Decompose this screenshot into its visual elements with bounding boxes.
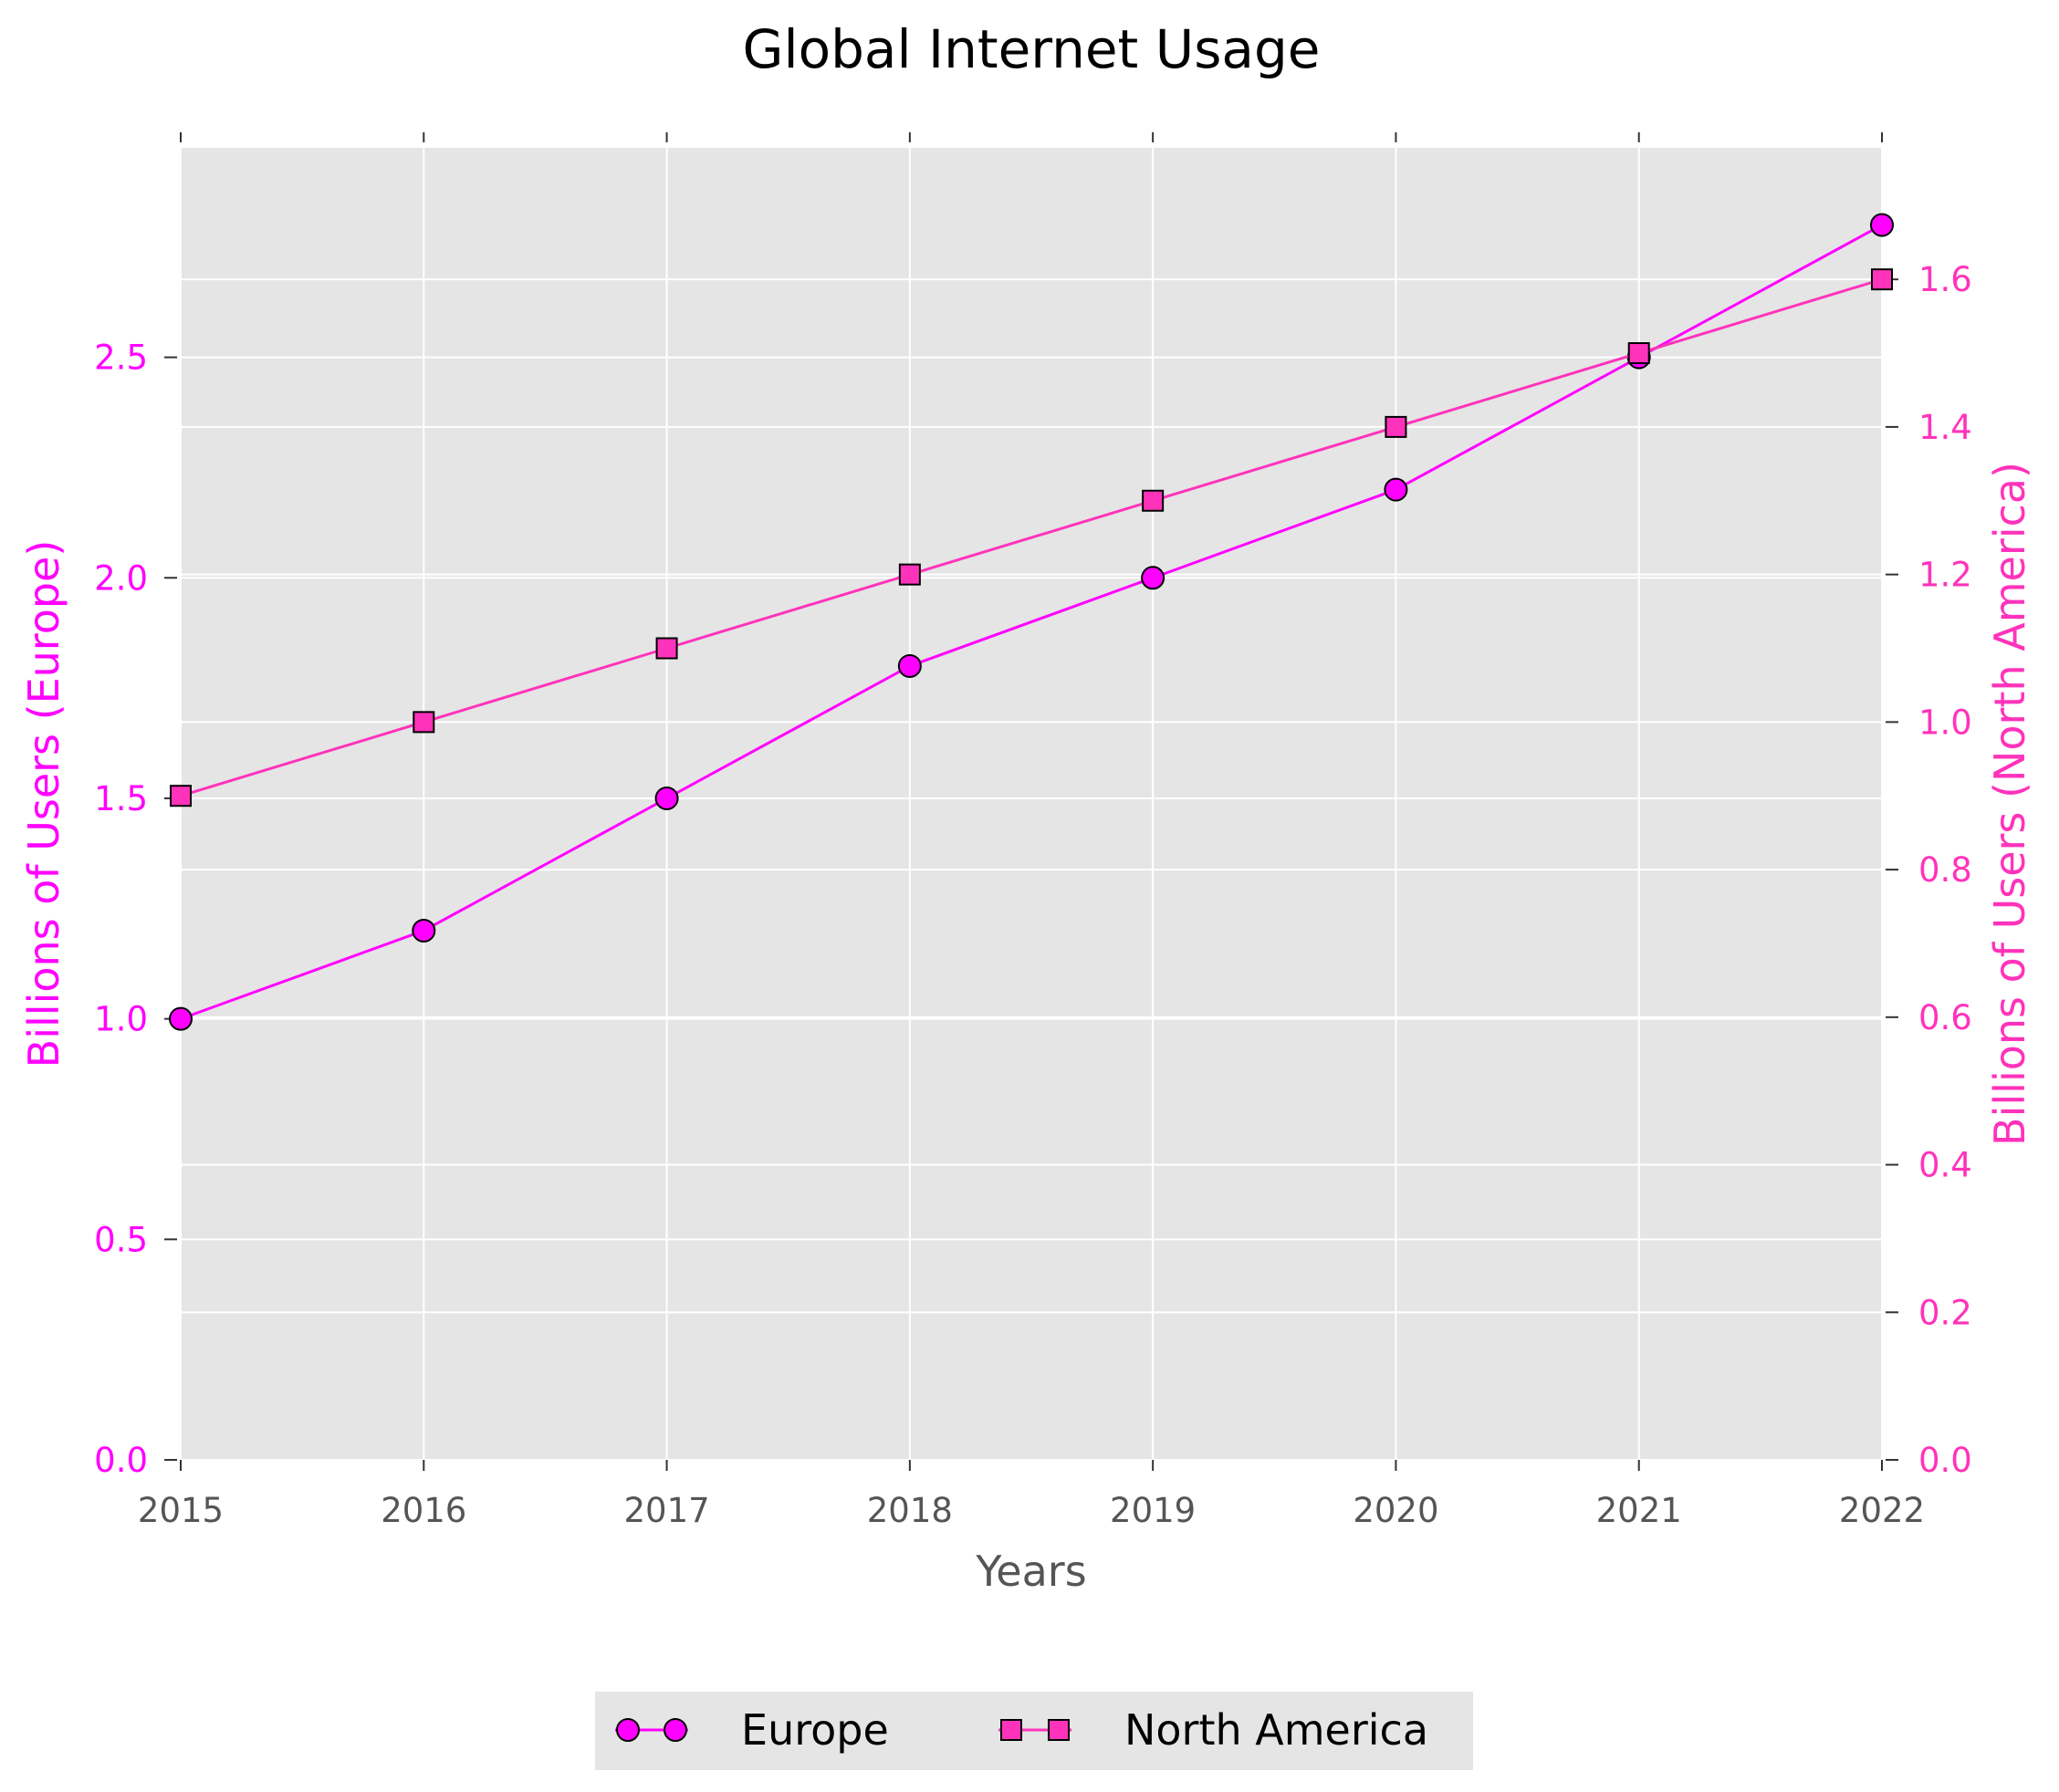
x-tick-label: 2017 <box>623 1491 709 1530</box>
x-tick-label: 2018 <box>867 1491 953 1530</box>
x-tick-label: 2022 <box>1839 1491 1925 1530</box>
x-axis-label: Years <box>975 1547 1086 1596</box>
series-line-europe <box>180 224 1883 1021</box>
y-left-tick-label: 1.5 <box>94 779 148 818</box>
tick-label-layer: 2015 2016 2017 2018 2019 2020 2021 2022 0.0 0.5 1.… <box>94 260 1972 1530</box>
y-right-tick-label: 1.2 <box>1918 556 1972 595</box>
y-right-tick-label: 0.4 <box>1918 1146 1972 1185</box>
data-point-europe <box>654 786 679 810</box>
data-point-europe <box>412 918 436 943</box>
y-right-tick-label: 0.2 <box>1918 1293 1972 1332</box>
chart-title: Global Internet Usage <box>743 18 1321 80</box>
data-point-europe <box>1384 477 1408 502</box>
data-point-europe <box>1870 213 1894 237</box>
y-left-tick-label: 0.5 <box>94 1220 148 1259</box>
y-left-tick-label: 2.0 <box>94 558 148 598</box>
tick-layer <box>164 132 1898 1471</box>
data-point-europe <box>169 1006 193 1031</box>
legend-marker-europe <box>616 1718 640 1742</box>
legend-marker-north-america-end <box>1048 1719 1070 1741</box>
data-point-europe <box>897 653 922 678</box>
grid-layer <box>180 148 1883 1461</box>
y-axis-label-right: Billions of Users (North America) <box>1985 462 2034 1146</box>
plot-background <box>181 148 1882 1460</box>
y-left-tick-label: 0.0 <box>94 1441 148 1480</box>
x-tick-label: 2021 <box>1596 1491 1682 1530</box>
x-tick-label: 2015 <box>138 1491 224 1530</box>
y-axis-label-left: Billions of Users (Europe) <box>19 540 68 1068</box>
data-point-north-america <box>1871 268 1893 291</box>
data-point-north-america <box>170 785 192 807</box>
legend-label-north-america: North America <box>1124 1705 1428 1755</box>
x-tick-label: 2020 <box>1353 1491 1438 1530</box>
legend-marker-north-america <box>1000 1719 1022 1741</box>
data-point-north-america <box>1142 489 1165 512</box>
data-point-north-america <box>1385 415 1407 438</box>
legend-label-europe: Europe <box>741 1705 889 1755</box>
y-right-tick-label: 0.8 <box>1918 850 1972 890</box>
data-point-europe <box>1141 566 1165 590</box>
x-tick-label: 2016 <box>381 1491 466 1530</box>
y-right-tick-label: 1.6 <box>1918 260 1972 299</box>
data-point-north-america <box>655 637 678 660</box>
y-left-tick-label: 2.5 <box>94 339 148 378</box>
data-point-north-america <box>413 711 435 734</box>
legend-marker-europe-end <box>664 1718 687 1742</box>
data-point-north-america <box>898 563 921 586</box>
y-right-tick-label: 0.0 <box>1918 1441 1972 1480</box>
series-line-north-america <box>180 277 1883 797</box>
series-layer <box>169 213 1894 1031</box>
y-right-tick-label: 0.6 <box>1918 998 1972 1037</box>
y-right-tick-label: 1.4 <box>1918 408 1972 447</box>
y-left-tick-label: 1.0 <box>94 1000 148 1039</box>
data-point-north-america <box>1627 342 1650 365</box>
y-right-tick-label: 1.0 <box>1918 703 1972 742</box>
legend: Europe North America <box>595 1692 1473 1770</box>
x-tick-label: 2019 <box>1110 1491 1196 1530</box>
